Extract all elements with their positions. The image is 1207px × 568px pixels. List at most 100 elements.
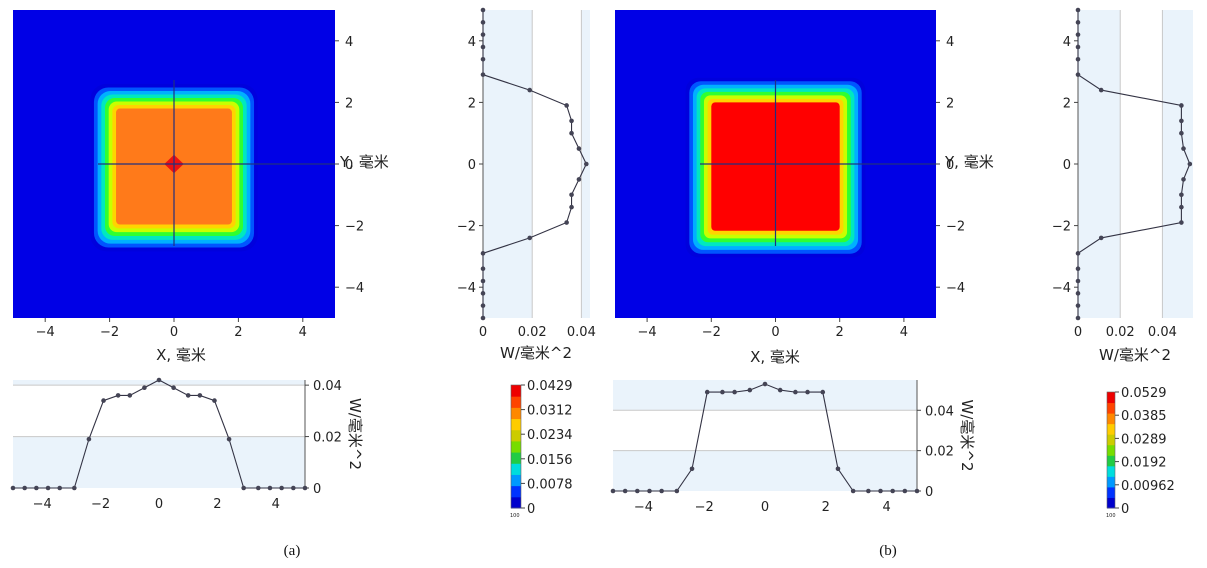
profile-x-y-axis-label: W/毫米^2 xyxy=(958,400,976,472)
heatmap-y-axis-label: Y, 毫米 xyxy=(339,153,389,171)
profile-x-data-point xyxy=(674,488,680,494)
profile-y-data-point xyxy=(480,20,486,25)
profile-x-data-point xyxy=(622,488,628,494)
heatmap-y-axis-label: Y, 毫米 xyxy=(944,153,994,171)
profile-y-data-point xyxy=(527,235,533,241)
colorbar-segment xyxy=(511,496,521,509)
profile-x-data-point xyxy=(914,488,920,494)
profile-x-data-point xyxy=(255,485,261,491)
profile-x-x-tick-label: −2 xyxy=(91,497,110,512)
profile-y-data-point xyxy=(569,192,574,198)
panel-caption: (b) xyxy=(879,543,897,559)
profile-y-data-point xyxy=(1181,146,1186,151)
heatmap-y-tick-label: 0 xyxy=(345,158,353,173)
profile-y-data-point xyxy=(1179,204,1184,210)
profile-x-data-point xyxy=(866,488,871,494)
heatmap-y-tick-label: −4 xyxy=(946,281,965,296)
profile-x-data-point xyxy=(302,485,308,491)
profile-y-data-point xyxy=(584,161,589,167)
profile-y-y-tick-label: 0 xyxy=(468,158,476,173)
heatmap-x-tick-label: −4 xyxy=(36,325,55,340)
profile-y-data-point xyxy=(1075,32,1081,37)
profile-x-data-point xyxy=(156,377,162,383)
profile-x-data-point xyxy=(45,485,51,491)
profile-x-x-tick-label: 4 xyxy=(882,500,890,515)
profile-y-x-tick-label: 0.02 xyxy=(518,325,547,340)
profile-x-x-tick-label: 0 xyxy=(761,500,769,515)
profile-y-x-tick-label: 0.04 xyxy=(567,325,596,340)
profile-y-data-point xyxy=(1075,20,1081,25)
profile-x-y-tick-label: 0 xyxy=(925,485,933,500)
profile-y-data-point xyxy=(569,130,574,136)
colorbar-segment xyxy=(1107,455,1115,467)
profile-y-x-tick-label: 0.02 xyxy=(1106,325,1135,340)
heatmap-x-tick-label: −4 xyxy=(638,325,657,340)
profile-x-data-point xyxy=(241,485,246,491)
profile-x-data-point xyxy=(747,387,753,393)
colorbar-label: 0.0156 xyxy=(527,453,573,468)
heatmap-x-tick-label: 2 xyxy=(234,325,242,340)
heatmap-x-tick-label: 0 xyxy=(170,325,178,340)
colorbar-label: 0.0289 xyxy=(1121,432,1167,447)
profile-y-data-point xyxy=(1179,192,1184,198)
colorbar-frame xyxy=(1106,391,1116,509)
profile-x-data-point xyxy=(890,488,895,494)
profile-y-data-point xyxy=(1075,315,1081,321)
profile-x-data-point xyxy=(732,389,737,395)
profile-x-data-point xyxy=(720,389,725,395)
heatmap-y-tick-label: 0 xyxy=(946,158,954,173)
profile-x-data-point xyxy=(34,485,39,491)
profile-y-data-point xyxy=(1187,161,1193,167)
profile-y-y-tick-label: 4 xyxy=(1063,35,1071,50)
profile-x-y-tick-label: 0.04 xyxy=(925,404,954,419)
profile-x-data-point xyxy=(820,389,826,395)
heatmap-x-axis-label: X, 毫米 xyxy=(750,348,800,366)
colorbar-label: 0.0312 xyxy=(527,404,573,419)
profile-x-data-point xyxy=(635,488,640,494)
colorbar-label: 0.0078 xyxy=(527,477,573,492)
colorbar-segment xyxy=(1107,486,1115,498)
profile-x-data-point xyxy=(212,398,217,403)
profile-y-data-point xyxy=(1075,291,1081,296)
profile-y-x-tick-label: 0 xyxy=(1074,325,1082,340)
colorbar-frame xyxy=(510,384,522,509)
profile-x-data-point xyxy=(647,488,652,494)
profile-x-data-point xyxy=(793,389,798,395)
profile-x-data-point xyxy=(704,389,710,395)
profile-y-data-point xyxy=(1075,251,1081,256)
colorbar-segment xyxy=(511,429,521,442)
profile-y-data-point xyxy=(480,7,486,13)
profile-y-x-tick-label: 0.04 xyxy=(1148,325,1177,340)
profile-x-data-point xyxy=(22,485,27,491)
profile-y-data-point xyxy=(1075,303,1081,308)
profile-y-y-tick-label: −4 xyxy=(1052,281,1071,296)
colorbar-segment xyxy=(1107,444,1115,456)
profile-x-data-point xyxy=(127,393,133,398)
profile-y-x-axis-label: W/毫米^2 xyxy=(1099,346,1171,364)
heatmap-x-tick-label: 0 xyxy=(771,325,779,340)
colorbar-segment xyxy=(1107,434,1115,446)
profile-y-data-point xyxy=(576,146,582,151)
colorbar-footnote: 100 xyxy=(1106,513,1116,519)
profile-y-data-point xyxy=(480,72,486,77)
profile-y-y-tick-label: 4 xyxy=(468,35,476,50)
profile-y-data-point xyxy=(1179,118,1184,124)
profile-x-y-tick-label: 0 xyxy=(313,482,321,497)
profile-x-y-tick-label: 0.02 xyxy=(313,431,342,446)
profile-x-y-axis-label: W/毫米^2 xyxy=(346,398,364,470)
profile-x-data-point xyxy=(142,385,147,391)
profile-y-data-point xyxy=(480,315,486,321)
profile-x-band-low xyxy=(13,436,305,488)
colorbar-segment xyxy=(1107,413,1115,425)
colorbar-label: 0.0234 xyxy=(527,428,573,443)
heatmap-x-tick-label: 4 xyxy=(299,325,307,340)
profile-x-x-tick-label: −4 xyxy=(634,500,653,515)
profile-y-x-axis-label: W/毫米^2 xyxy=(500,344,572,362)
profile-y-data-point xyxy=(1098,235,1104,241)
profile-x-data-point xyxy=(902,488,908,494)
profile-x-x-tick-label: 2 xyxy=(213,497,221,512)
panel-caption: (a) xyxy=(284,543,301,559)
colorbar-label: 0.0192 xyxy=(1121,456,1167,471)
profile-y-band-low xyxy=(483,10,533,318)
profile-x-data-point xyxy=(171,385,176,391)
